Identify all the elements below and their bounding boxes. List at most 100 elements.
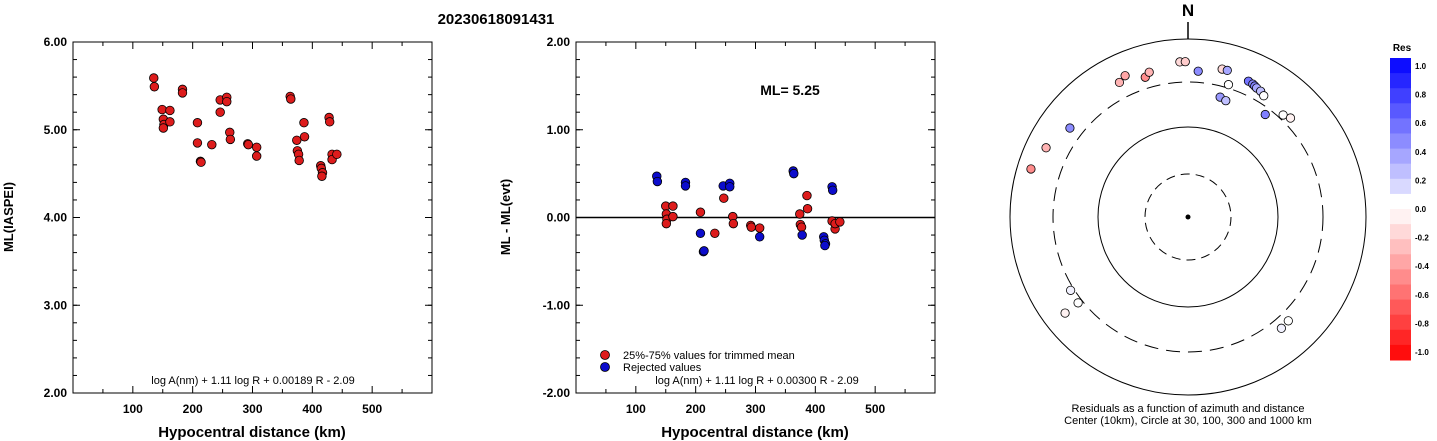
data-point [299, 118, 309, 128]
north-label: N [1182, 1, 1194, 20]
left-formula: log A(nm) + 1.11 log R + 0.00189 R - 2.0… [151, 375, 354, 387]
y-tick-label: 2.00 [44, 386, 68, 400]
data-point [802, 204, 813, 214]
colorbar-tick-label: 0.0 [1415, 205, 1427, 214]
data-point [149, 82, 160, 92]
data-point [222, 96, 232, 107]
colorbar-cell [1390, 284, 1411, 301]
station-point [1180, 57, 1190, 67]
polar-center-dot [1185, 214, 1191, 220]
colorbar: Res 1.0 0.8 0.6 0.4 0.2 0.0 -0.2 -0.4 -0.6 -0.8 -1… [1390, 43, 1429, 361]
legend-marker-rejected [600, 362, 610, 372]
colorbar-cell [1390, 314, 1411, 331]
station-point [1144, 67, 1154, 77]
data-point [299, 132, 310, 142]
data-point [196, 157, 206, 167]
colorbar-tick-label: 0.2 [1415, 176, 1427, 185]
colorbar-cell [1390, 224, 1411, 240]
polar-chart: N Residuals as a function of azimuth and… [1009, 1, 1367, 427]
colorbar-cell [1390, 329, 1411, 346]
colorbar-cell [1390, 133, 1411, 150]
station-point [1026, 164, 1036, 174]
data-point [243, 139, 254, 150]
colorbar-title: Res [1393, 43, 1412, 54]
data-point [215, 107, 225, 117]
colorbar-cell [1390, 118, 1411, 134]
data-point [324, 117, 335, 127]
polar-circle-30km [1144, 173, 1232, 261]
data-point [796, 222, 807, 232]
legend-label-trimmed: 25%-75% values for trimmed mean [623, 350, 795, 362]
left-x-axis-label: Hypocentral distance (km) [158, 424, 346, 441]
station-point [1222, 65, 1232, 75]
station-point [1060, 308, 1070, 318]
data-point [710, 228, 720, 238]
data-point [157, 104, 167, 115]
data-point [225, 134, 236, 145]
data-point [251, 151, 262, 161]
data-point [754, 232, 765, 242]
figure-title: 20230618091431 [438, 11, 555, 28]
colorbar-cell [1390, 178, 1411, 195]
middle-points [652, 166, 845, 257]
data-point [719, 193, 729, 203]
data-point [149, 73, 159, 83]
data-point [725, 182, 735, 192]
colorbar-tick-label: -0.8 [1415, 319, 1429, 328]
y-tick-label: -2.00 [543, 386, 571, 400]
legend-label-rejected: Rejected values [623, 362, 702, 374]
x-tick-label: 300 [745, 402, 765, 416]
colorbar-cell [1390, 299, 1411, 316]
legend-marker-trimmed [600, 350, 610, 360]
data-point [165, 117, 175, 127]
data-point [661, 218, 672, 229]
data-point [695, 228, 706, 238]
polar-points [1026, 57, 1296, 333]
y-tick-label: 4.00 [44, 211, 68, 225]
polar-circle-100km [1097, 126, 1279, 308]
middle-y-axis-label: ML - ML(evt) [498, 179, 513, 255]
station-point [1120, 71, 1130, 81]
left-y-ticks: 2.00 3.00 4.00 5.00 6.00 [44, 35, 432, 400]
station-point [1223, 80, 1234, 90]
middle-formula: log A(nm) + 1.11 log R + 0.00300 R - 2.0… [655, 375, 858, 387]
station-point [1114, 77, 1125, 88]
colorbar-tick-label: 0.4 [1415, 148, 1427, 157]
y-tick-label: 5.00 [44, 123, 68, 137]
data-point [680, 181, 691, 191]
left-points [149, 73, 342, 181]
x-tick-label: 100 [123, 402, 143, 416]
colorbar-cell [1390, 163, 1411, 180]
colorbar-cell [1390, 239, 1411, 255]
colorbar-cell [1390, 58, 1411, 74]
station-point [1041, 143, 1051, 153]
data-point [317, 171, 327, 181]
left-chart: 2.00 3.00 4.00 5.00 6.00 100 200 300 400 500 ML(… [1, 35, 433, 441]
data-point [192, 118, 203, 128]
station-point [1276, 323, 1286, 333]
colorbar-tick-label: -0.6 [1415, 291, 1429, 300]
y-tick-label: 2.00 [547, 35, 571, 49]
colorbar-ticks: 1.0 0.8 0.6 0.4 0.2 0.0 -0.2 -0.4 -0.6 -0.8 -1.0 [1415, 62, 1429, 357]
colorbar-cell [1390, 254, 1411, 270]
x-tick-label: 300 [242, 402, 262, 416]
station-point [1283, 316, 1293, 326]
colorbar-cell [1390, 344, 1411, 361]
data-point [746, 222, 757, 232]
colorbar-cell [1390, 193, 1411, 210]
data-point [820, 240, 830, 251]
y-tick-label: 3.00 [44, 298, 68, 312]
data-point [292, 135, 302, 145]
colorbar-tick-label: 0.8 [1415, 91, 1427, 100]
middle-chart: -2.00 -1.00 0.00 1.00 2.00 100 200 300 400 500 M… [498, 35, 936, 441]
x-tick-label: 100 [626, 402, 646, 416]
x-tick-label: 400 [805, 402, 825, 416]
station-point [1260, 109, 1270, 120]
colorbar-tick-label: -0.2 [1415, 234, 1429, 243]
middle-x-axis-label: Hypocentral distance (km) [661, 424, 849, 441]
middle-x-ticks: 100 200 300 400 500 [605, 42, 906, 416]
data-point [286, 94, 296, 104]
left-plot-frame [72, 41, 433, 394]
station-point [1066, 285, 1076, 295]
middle-legend: 25%-75% values for trimmed mean Rejected… [600, 350, 795, 374]
